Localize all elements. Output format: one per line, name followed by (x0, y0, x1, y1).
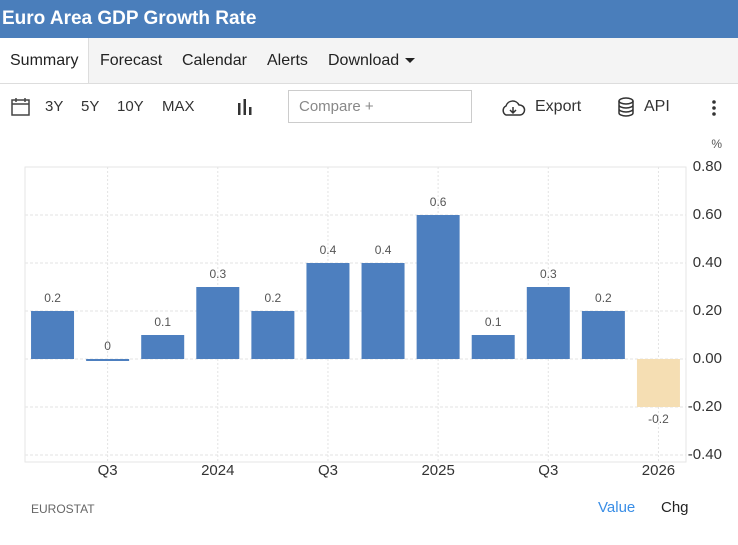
range-button[interactable]: 10Y (117, 98, 144, 115)
source-label: EUROSTAT (31, 502, 95, 516)
bar (86, 359, 130, 361)
data-label: 0.1 (485, 315, 502, 329)
bar (306, 263, 350, 359)
y-tick-label: -0.40 (688, 446, 722, 463)
y-tick-label: 0.40 (693, 254, 722, 271)
x-tick-label: Q3 (98, 462, 118, 479)
x-tick-label: Q3 (538, 462, 558, 479)
export-button[interactable]: Export (535, 98, 582, 115)
page-title: Euro Area GDP Growth Rate (0, 0, 738, 38)
data-label: 0.2 (265, 291, 282, 305)
tab[interactable]: Summary (0, 38, 90, 83)
more-menu[interactable] (711, 99, 717, 117)
toggle-value[interactable]: Value (598, 499, 636, 516)
data-label: 0.2 (44, 291, 61, 305)
y-tick-label: 0.20 (693, 302, 722, 319)
y-tick-label: 0.80 (693, 158, 722, 175)
api-button[interactable]: API (644, 98, 670, 115)
range-button[interactable]: 3Y (45, 98, 64, 115)
x-tick-label: 2025 (421, 462, 454, 479)
export-icon[interactable] (500, 98, 526, 118)
tab[interactable]: Calendar (182, 52, 247, 69)
bar (251, 311, 295, 359)
bar (526, 287, 570, 359)
x-tick-label: Q3 (318, 462, 338, 479)
tab[interactable]: Forecast (100, 52, 163, 69)
api-icon[interactable] (617, 97, 635, 117)
compare-input[interactable]: Compare + (288, 90, 472, 123)
bar (141, 335, 185, 359)
plot-frame (24, 166, 687, 463)
toggle-chg[interactable]: Chg (661, 499, 689, 516)
x-tick-label: 2024 (201, 462, 234, 479)
tab[interactable]: Download (328, 52, 400, 69)
bar (196, 287, 240, 359)
x-tick-label: 2026 (642, 462, 675, 479)
tab-bar: Summary Forecast Calendar Alerts Downloa… (0, 38, 738, 84)
range-button[interactable]: MAX (162, 98, 195, 115)
data-label: 0.3 (540, 267, 557, 281)
y-tick-label: 0.60 (693, 206, 722, 223)
tab[interactable]: Alerts (267, 52, 308, 69)
bar (361, 263, 405, 359)
data-label: 0.4 (320, 243, 337, 257)
bar (416, 215, 460, 359)
bar (471, 335, 515, 359)
data-label: -0.2 (648, 412, 669, 426)
chart-type-icon[interactable] (237, 98, 253, 116)
bar (636, 359, 680, 407)
data-label: 0.6 (430, 195, 447, 209)
bar (581, 311, 625, 359)
bar (31, 311, 75, 359)
data-label: 0.1 (154, 315, 171, 329)
y-tick-label: 0.00 (693, 350, 722, 367)
data-label: 0.4 (375, 243, 392, 257)
chart: % 0.80 0.60 0.40 0.20 0.00 -0.20 -0.40 0.2 Q3 0 0.1… (24, 137, 722, 479)
calendar-icon[interactable] (11, 97, 31, 117)
data-label: 0.3 (209, 267, 226, 281)
range-button[interactable]: 5Y (81, 98, 100, 115)
y-tick-label: -0.20 (688, 398, 722, 415)
y-unit: % (711, 137, 722, 151)
dropdown-caret (405, 58, 415, 63)
data-label: 0.2 (595, 291, 612, 305)
data-label: 0 (104, 339, 111, 353)
